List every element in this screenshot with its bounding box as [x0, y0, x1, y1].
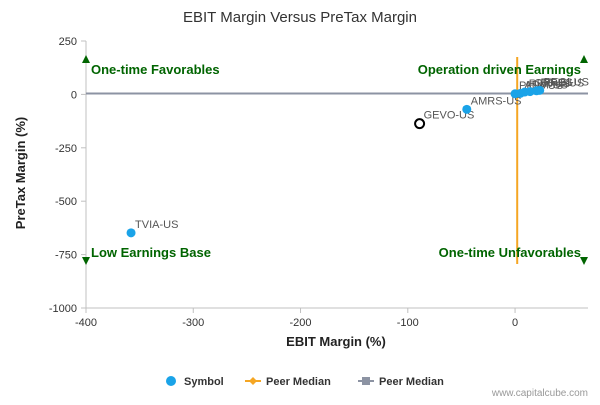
data-points: TVIA-USGEVO-USAMRS-USPEIX-USADM-USREX-US… [126, 76, 589, 238]
x-tick-label: -100 [397, 317, 419, 329]
y-tick-label: 0 [71, 89, 77, 101]
quadrant-markers: One-time Favorables Operation driven Earn… [82, 55, 588, 265]
data-point-label: TVIA-US [135, 219, 178, 231]
y-axis-title: PreTax Margin (%) [13, 117, 28, 229]
credit-text: www.capitalcube.com [491, 388, 588, 399]
x-axis-title: EBIT Margin (%) [286, 334, 386, 349]
x-tick-label: -200 [290, 317, 312, 329]
x-tick-label: 0 [512, 317, 518, 329]
y-tick-label: -250 [55, 143, 77, 155]
y-tick-label: -500 [55, 196, 77, 208]
chart-title: EBIT Margin Versus PreTax Margin [183, 9, 417, 26]
legend-square-marker [362, 377, 370, 385]
data-point-label: AMRS-US [471, 95, 522, 107]
data-point-label: FF-US [541, 77, 573, 89]
legend-label: Symbol [184, 376, 224, 388]
legend: Symbol Peer Median Peer Median [166, 376, 444, 388]
y-tick-label: 250 [59, 36, 77, 48]
top-left-arrow-icon [82, 55, 90, 63]
legend-label: Peer Median [266, 376, 331, 388]
quadrant-label-bottom-left: Low Earnings Base [91, 245, 211, 260]
data-point-label: PEGI-US [544, 76, 589, 88]
legend-diamond-marker [249, 377, 257, 385]
data-point [535, 85, 545, 95]
bottom-right-arrow-icon [580, 257, 588, 265]
data-point-label: GPRE-US [534, 78, 584, 90]
y-tick-label: -750 [55, 250, 77, 262]
data-point-label: GEVO-US [424, 110, 475, 122]
quadrant-label-top-right: Operation driven Earnings [418, 62, 581, 77]
bottom-left-arrow-icon [82, 257, 90, 265]
data-point [462, 104, 472, 114]
quadrant-label-top-left: One-time Favorables [91, 62, 220, 77]
legend-label: Peer Median [379, 376, 444, 388]
top-right-arrow-icon [580, 55, 588, 63]
y-tick-label: -1000 [49, 303, 77, 315]
legend-symbol-marker [166, 376, 176, 386]
data-point-highlight [414, 118, 426, 130]
quadrant-label-bottom-right: One-time Unfavorables [439, 245, 581, 260]
data-point [126, 228, 136, 238]
x-tick-label: -300 [182, 317, 204, 329]
x-tick-label: -400 [75, 317, 97, 329]
